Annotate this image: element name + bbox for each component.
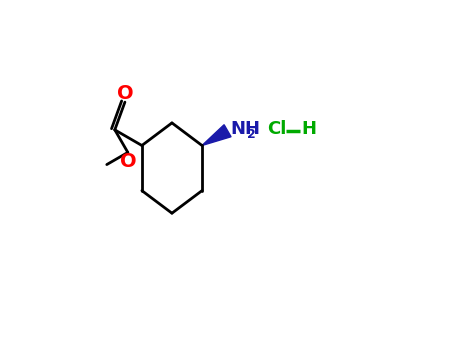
Text: Cl: Cl: [267, 120, 286, 138]
Text: O: O: [120, 152, 137, 170]
Polygon shape: [202, 125, 231, 146]
Text: 2: 2: [247, 128, 256, 141]
Text: H: H: [302, 120, 317, 138]
Text: NH: NH: [230, 120, 260, 138]
Text: O: O: [116, 84, 133, 103]
